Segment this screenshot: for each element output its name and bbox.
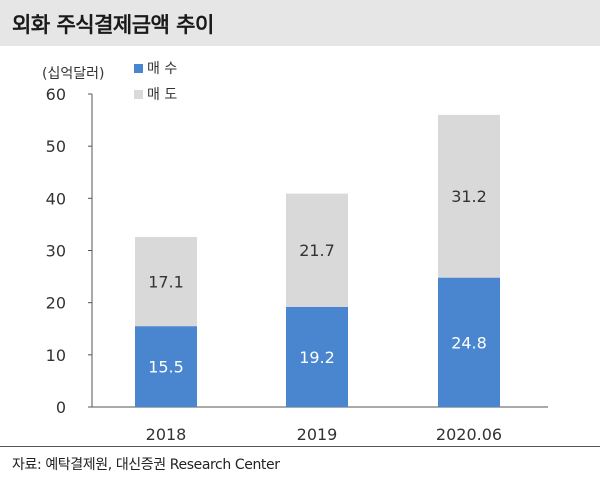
y-tick-label: 10 — [46, 346, 66, 365]
data-label: 24.8 — [451, 333, 487, 352]
data-label: 19.2 — [299, 348, 335, 367]
footer-divider — [0, 446, 600, 447]
chart: (십억달러) 0 10 20 30 40 50 60 15.5 17.1 2018 19.2 21.7 2… — [42, 61, 548, 442]
y-tick-label: 20 — [46, 294, 66, 313]
y-tick-label: 30 — [46, 242, 66, 261]
data-label: 17.1 — [148, 273, 184, 292]
data-label: 15.5 — [148, 358, 184, 377]
legend-label: 매 수 — [147, 61, 177, 77]
source-note: 자료: 예탁결제원, 대신증권 Research Center — [12, 457, 280, 473]
bar-segment-buy — [135, 326, 197, 407]
unit-label: (십억달러) — [42, 66, 104, 82]
x-tick-label: 2018 — [146, 425, 187, 442]
legend-label: 매 도 — [147, 87, 177, 103]
bar-segment-buy — [438, 277, 500, 407]
legend-swatch — [134, 64, 143, 73]
y-tick-label: 60 — [46, 85, 66, 104]
bar-segment-sell — [286, 193, 348, 307]
data-label: 21.7 — [299, 241, 335, 260]
x-tick-label: 2019 — [297, 425, 338, 442]
page-title: 외화 주식결제금액 추이 — [12, 13, 214, 37]
legend-swatch — [134, 90, 143, 99]
y-tick-label: 0 — [56, 398, 66, 417]
x-tick-label: 2020.06 — [436, 425, 502, 442]
y-tick-label: 40 — [46, 189, 66, 208]
title-bar: 외화 주식결제금액 추이 — [0, 0, 600, 46]
data-label: 31.2 — [451, 187, 487, 206]
bar-segment-buy — [286, 306, 348, 407]
bar-segment-sell — [438, 114, 500, 278]
bar-segment-sell — [135, 236, 197, 327]
y-tick-label: 50 — [46, 137, 66, 156]
